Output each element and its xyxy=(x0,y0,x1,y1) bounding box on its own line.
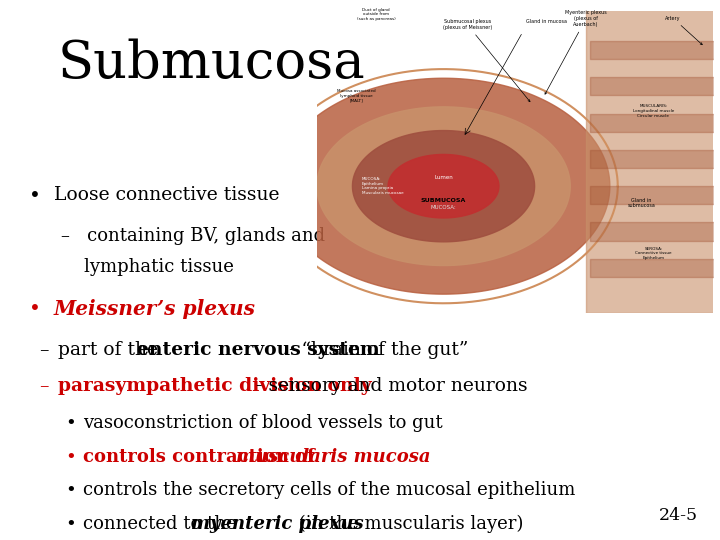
Text: Lumen: Lumen xyxy=(434,175,453,180)
Text: Submucosa: Submucosa xyxy=(58,38,365,89)
Text: SUBMUCOSA: SUBMUCOSA xyxy=(420,198,467,203)
Text: muscularis mucosa: muscularis mucosa xyxy=(236,448,431,465)
Text: •: • xyxy=(29,186,40,205)
Text: –: – xyxy=(40,377,49,395)
Text: •: • xyxy=(65,515,76,532)
Text: controls the secretory cells of the mucosal epithelium: controls the secretory cells of the muco… xyxy=(83,481,575,499)
Text: part of the: part of the xyxy=(58,341,163,359)
Polygon shape xyxy=(277,78,610,294)
Polygon shape xyxy=(388,154,499,218)
Polygon shape xyxy=(317,107,570,266)
Text: enteric nervous system: enteric nervous system xyxy=(137,341,379,359)
Text: –: – xyxy=(40,341,49,359)
Text: Loose connective tissue: Loose connective tissue xyxy=(54,186,279,204)
Text: MUCOSA:
Epithelium
Lamina propria
Muscularis mucosae: MUCOSA: Epithelium Lamina propria Muscul… xyxy=(361,177,403,195)
Text: (in the muscularis layer): (in the muscularis layer) xyxy=(293,515,523,533)
Text: •: • xyxy=(65,448,76,465)
Text: SEROSA:
Connective tissue
Epithelium: SEROSA: Connective tissue Epithelium xyxy=(635,247,672,260)
Text: MUCOSA:: MUCOSA: xyxy=(431,205,456,210)
Polygon shape xyxy=(353,131,534,242)
Text: Myenteric plexus
(plexus of
Auerbach): Myenteric plexus (plexus of Auerbach) xyxy=(545,10,607,94)
Text: connected to the: connected to the xyxy=(83,515,242,532)
Text: –   containing BV, glands and: – containing BV, glands and xyxy=(61,227,325,245)
Text: controls contraction of: controls contraction of xyxy=(83,448,321,465)
Text: Artery: Artery xyxy=(665,16,702,45)
Text: Gland in mucosa: Gland in mucosa xyxy=(526,19,567,24)
Text: Gland in
submucosa: Gland in submucosa xyxy=(628,198,655,208)
Text: MUSCULARIS:
Longitudinal muscle
Circular muscle: MUSCULARIS: Longitudinal muscle Circular… xyxy=(633,104,674,118)
Text: Mucosa associated
lymphoid tissue
[MALT]: Mucosa associated lymphoid tissue [MALT] xyxy=(337,89,376,103)
Text: parasympathetic division only: parasympathetic division only xyxy=(58,377,372,395)
Text: •: • xyxy=(29,299,40,318)
Text: vasoconstriction of blood vessels to gut: vasoconstriction of blood vessels to gut xyxy=(83,414,442,432)
Text: Duct of gland
outside from
(such as pancreas): Duct of gland outside from (such as panc… xyxy=(357,8,395,21)
Text: •: • xyxy=(65,481,76,499)
Text: Meissner’s plexus: Meissner’s plexus xyxy=(54,299,256,319)
Text: 24-5: 24-5 xyxy=(660,507,698,524)
Text: lymphatic tissue: lymphatic tissue xyxy=(61,258,234,276)
Text: - sensory and motor neurons: - sensory and motor neurons xyxy=(250,377,527,395)
Polygon shape xyxy=(586,5,720,313)
Text: Submucosal plexus
(plexus of Meissner): Submucosal plexus (plexus of Meissner) xyxy=(443,19,530,102)
Text: myenteric plexus: myenteric plexus xyxy=(192,515,364,532)
Text: - “brain of the gut”: - “brain of the gut” xyxy=(283,341,468,359)
Text: •: • xyxy=(65,414,76,432)
